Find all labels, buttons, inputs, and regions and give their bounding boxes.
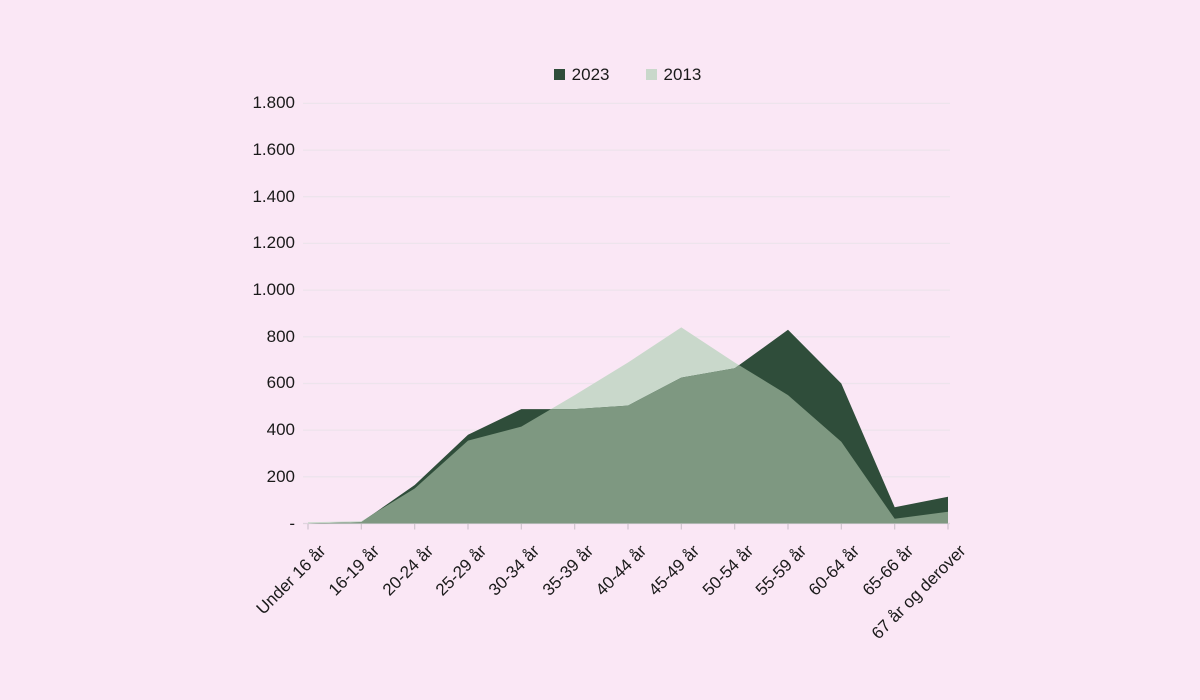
y-axis-label: 1.400 xyxy=(252,187,295,206)
y-axis-label: 600 xyxy=(266,373,295,392)
y-axis-label: 1.600 xyxy=(252,140,295,159)
y-axis-label: 1.800 xyxy=(252,93,295,112)
legend-swatch-icon xyxy=(645,68,657,80)
legend-label: 2013 xyxy=(663,64,702,84)
legend-swatch-icon xyxy=(553,68,565,80)
chart-legend: 2023 2013 xyxy=(305,62,950,86)
legend-item-2023: 2023 xyxy=(553,64,610,84)
y-axis-label: 200 xyxy=(266,467,295,486)
legend-item-2013: 2013 xyxy=(645,64,702,84)
legend-label: 2023 xyxy=(571,64,610,84)
y-axis-label: 800 xyxy=(266,327,295,346)
y-axis-label: 1.000 xyxy=(252,280,295,299)
y-axis-label: 400 xyxy=(266,420,295,439)
area-series-overlap xyxy=(308,365,948,524)
y-axis-label: 1.200 xyxy=(252,233,295,252)
y-axis-label: - xyxy=(289,514,295,533)
